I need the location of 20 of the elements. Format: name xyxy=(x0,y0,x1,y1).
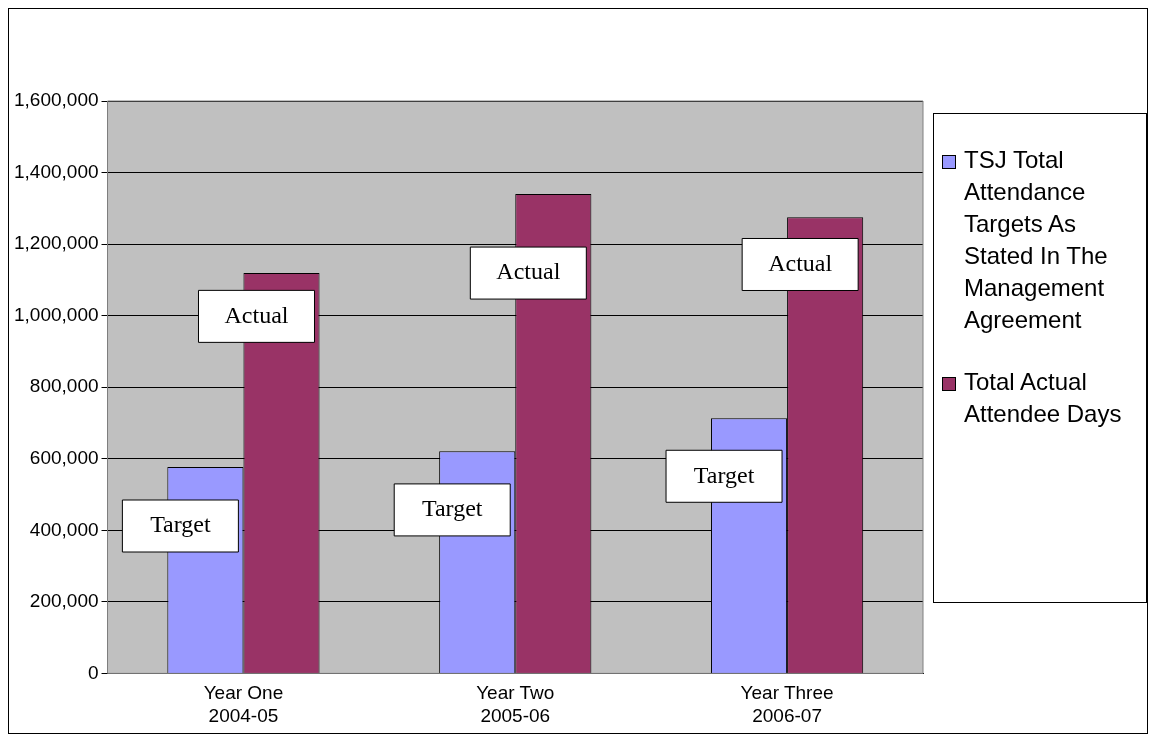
y-tick-label: 200,000 xyxy=(29,590,99,612)
y-tick-label: 0 xyxy=(87,661,99,683)
y-tick-label: 1,600,000 xyxy=(13,89,99,111)
y-tick-label: 1,200,000 xyxy=(13,232,99,254)
legend-label: TSJ Total Attendance Targets As Stated In The Management Agreement xyxy=(964,145,1109,335)
x-tick-label: Year Three 2006-07 xyxy=(740,682,834,726)
annotation: Actual xyxy=(768,249,833,276)
y-tick-label: 400,000 xyxy=(29,518,99,540)
annotation: Actual xyxy=(496,258,561,285)
annotation: Target xyxy=(421,495,483,522)
annotation: Target xyxy=(150,511,211,538)
legend-label: Total Actual Attendee Days xyxy=(964,367,1123,429)
y-tick-label: 1,000,000 xyxy=(13,303,99,325)
x-tick-label: Year One 2004-05 xyxy=(203,682,284,726)
annotation: Actual xyxy=(224,301,289,328)
y-tick-label: 600,000 xyxy=(29,446,99,468)
annotation: Target xyxy=(693,461,755,488)
y-tick-label: 800,000 xyxy=(29,375,99,397)
y-tick-label: 1,400,000 xyxy=(13,160,99,182)
x-tick-label: Year Two 2005-06 xyxy=(476,682,555,726)
